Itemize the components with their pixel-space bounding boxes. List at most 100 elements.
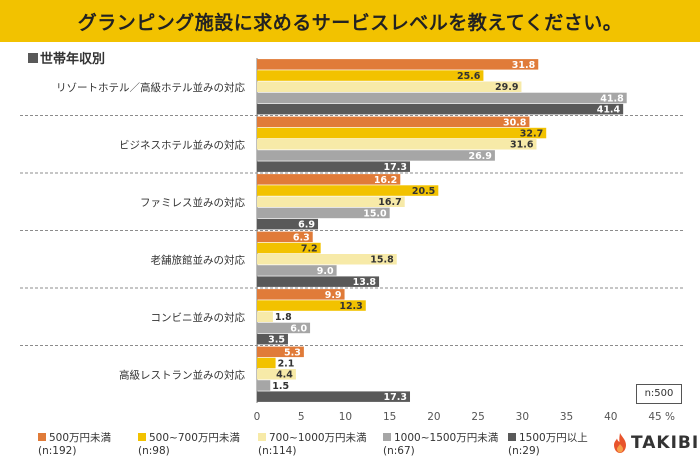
bar bbox=[257, 300, 366, 311]
category-label: リゾートホテル／高級ホテル並みの対応 bbox=[56, 81, 245, 94]
data-label: 9.0 bbox=[317, 266, 334, 277]
data-label: 16.7 bbox=[378, 197, 401, 208]
bar bbox=[257, 70, 484, 81]
data-label: 6.0 bbox=[290, 323, 307, 334]
bar bbox=[257, 174, 401, 185]
bar bbox=[257, 185, 439, 196]
bar bbox=[257, 116, 530, 128]
legend-sample-size: (n:67) bbox=[383, 445, 415, 457]
data-label: 3.5 bbox=[268, 335, 285, 346]
bar bbox=[257, 276, 380, 287]
x-tick-label: 30 bbox=[516, 411, 529, 423]
legend-swatch bbox=[138, 433, 146, 441]
bar bbox=[257, 103, 624, 115]
bar bbox=[257, 207, 390, 219]
chart-legend: 500万円未満 (n:192) 500~700万円未満 (n:98) 700~1000万… bbox=[38, 432, 618, 464]
legend-swatch bbox=[383, 433, 391, 441]
x-tick-label: 40 bbox=[604, 411, 617, 423]
bar bbox=[257, 127, 547, 139]
x-tick-label: 25 bbox=[471, 411, 484, 423]
bar bbox=[257, 289, 345, 300]
flame-icon bbox=[614, 433, 626, 453]
bar bbox=[257, 391, 411, 402]
data-label: 13.8 bbox=[353, 277, 377, 288]
legend-label: 500万円未満 bbox=[49, 432, 112, 444]
bar bbox=[257, 92, 627, 104]
x-tick-label: 45 bbox=[648, 411, 661, 423]
data-label: 41.4 bbox=[597, 105, 621, 116]
legend-sample-size: (n:98) bbox=[138, 445, 170, 457]
bar bbox=[257, 231, 313, 243]
bar bbox=[257, 242, 321, 254]
legend-swatch bbox=[38, 433, 46, 441]
bar bbox=[257, 380, 271, 391]
category-label: ファミレス並みの対応 bbox=[140, 196, 245, 209]
data-label: 17.3 bbox=[384, 162, 407, 173]
data-label: 6.9 bbox=[298, 220, 315, 231]
data-label: 12.3 bbox=[339, 301, 362, 312]
data-label: 15.0 bbox=[363, 208, 387, 219]
subtitle-text: 世帯年収別 bbox=[40, 52, 106, 67]
legend-item: 700~1000万円未満 (n:114) bbox=[258, 432, 367, 458]
data-label: 32.7 bbox=[520, 129, 543, 140]
data-label: 30.8 bbox=[503, 117, 527, 128]
data-label: 5.3 bbox=[284, 347, 301, 358]
bar bbox=[257, 139, 537, 150]
category-label: 老舗旅館並みの対応 bbox=[151, 253, 246, 266]
brand-name: TAKIBI bbox=[631, 433, 700, 453]
data-label: 9.9 bbox=[325, 290, 342, 301]
data-label: 4.4 bbox=[276, 370, 293, 381]
bar bbox=[257, 161, 411, 172]
bar bbox=[257, 357, 276, 369]
bar bbox=[257, 196, 405, 207]
bar-chart: リゾートホテル／高級ホテル並みの対応 31.8 25.6 29.9 41.841.4 ビジ… bbox=[20, 58, 683, 423]
bar bbox=[257, 81, 522, 92]
data-label: 29.9 bbox=[495, 82, 518, 93]
x-tick-label: 35 bbox=[560, 411, 573, 423]
x-tick-label: 5 bbox=[298, 411, 305, 423]
x-unit-label: % bbox=[665, 411, 675, 423]
x-tick-label: 15 bbox=[383, 411, 396, 423]
legend-label: 500~700万円未満 bbox=[149, 432, 240, 444]
subtitle-square-icon bbox=[28, 53, 38, 63]
data-label: 6.3 bbox=[293, 232, 310, 243]
legend-item: 500万円未満 (n:192) bbox=[38, 432, 111, 458]
data-label: 1.5 bbox=[272, 381, 289, 392]
data-label: 31.6 bbox=[510, 140, 534, 151]
bar bbox=[257, 254, 397, 265]
title-bar: グランピング施設に求めるサービスレベルを教えてください。 bbox=[0, 0, 700, 42]
bar bbox=[257, 346, 304, 358]
chart-title: グランピング施設に求めるサービスレベルを教えてください。 bbox=[77, 11, 623, 34]
legend-sample-size: (n:114) bbox=[258, 445, 297, 457]
data-label: 17.3 bbox=[384, 392, 407, 403]
legend-swatch bbox=[258, 433, 266, 441]
legend-item: 1000~1500万円未満 (n:67) bbox=[383, 432, 498, 458]
legend-label: 700~1000万円未満 bbox=[269, 432, 367, 444]
data-label: 25.6 bbox=[457, 71, 481, 82]
x-tick-label: 20 bbox=[427, 411, 440, 423]
data-label: 1.8 bbox=[275, 312, 292, 323]
data-label: 16.2 bbox=[374, 175, 397, 186]
legend-sample-size: (n:29) bbox=[508, 445, 540, 457]
data-label: 31.8 bbox=[512, 60, 536, 71]
data-label: 7.2 bbox=[301, 244, 318, 255]
legend-swatch bbox=[508, 433, 516, 441]
legend-item: 500~700万円未満 (n:98) bbox=[138, 432, 240, 458]
bar bbox=[257, 218, 319, 230]
bar bbox=[257, 150, 495, 161]
category-label: コンビニ並みの対応 bbox=[151, 311, 246, 324]
data-label: 41.8 bbox=[600, 93, 624, 104]
legend-sample-size: (n:192) bbox=[38, 445, 77, 457]
data-label: 15.8 bbox=[370, 255, 394, 266]
data-label: 20.5 bbox=[412, 186, 435, 197]
bar bbox=[257, 59, 539, 70]
bar bbox=[257, 311, 273, 322]
legend-item: 1500万円以上 (n:29) bbox=[508, 432, 588, 458]
data-label: 2.1 bbox=[278, 359, 295, 370]
data-label: 26.9 bbox=[468, 151, 491, 162]
chart-subtitle: 世帯年収別 bbox=[28, 48, 105, 67]
x-tick-label: 0 bbox=[254, 411, 261, 423]
bar bbox=[257, 369, 296, 380]
bar bbox=[257, 333, 288, 345]
category-label: ビジネスホテル並みの対応 bbox=[119, 138, 245, 151]
